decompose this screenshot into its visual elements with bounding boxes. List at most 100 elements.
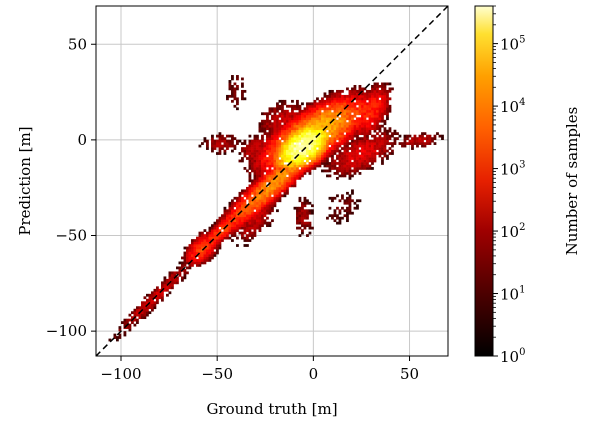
- heatmap-cell: [291, 162, 294, 165]
- colorbar-tick-label: 101: [500, 285, 525, 304]
- heatmap-cell: [218, 137, 222, 140]
- heatmap-cell: [338, 199, 342, 203]
- heatmap-cell: [173, 281, 177, 285]
- heatmap-cell: [311, 211, 314, 215]
- heatmap-cell: [348, 194, 352, 198]
- heatmap-cell: [308, 107, 312, 111]
- heatmap-cell: [133, 313, 137, 317]
- heatmap-cell: [378, 142, 382, 145]
- heatmap-cell: [266, 162, 269, 165]
- heatmap-cell: [258, 206, 262, 210]
- heatmap-cell: [261, 211, 264, 215]
- heatmap-cell: [308, 231, 312, 235]
- heatmap-cell: [318, 124, 322, 128]
- heatmap-cell: [368, 99, 372, 103]
- heatmap-cell: [161, 298, 164, 302]
- heatmap-cell: [386, 142, 389, 145]
- heatmap-cell: [373, 94, 377, 98]
- heatmap-cell: [278, 172, 282, 175]
- heatmap-cell: [408, 134, 412, 138]
- heatmap-cell: [281, 162, 284, 165]
- heatmap-cell: [271, 107, 274, 111]
- heatmap-cell: [366, 109, 369, 113]
- heatmap-cell: [261, 134, 264, 138]
- heatmap-cell: [338, 134, 342, 138]
- heatmap-cell: [193, 251, 197, 255]
- heatmap-cell: [233, 234, 237, 237]
- heatmap-cell: [381, 157, 384, 160]
- heatmap-cell: [348, 154, 352, 158]
- heatmap-cell: [246, 214, 249, 218]
- heatmap-cell: [126, 321, 129, 324]
- heatmap-cell: [316, 142, 319, 145]
- heatmap-cell: [358, 104, 362, 108]
- heatmap-cell: [368, 127, 372, 131]
- heatmap-cell: [358, 127, 362, 131]
- heatmap-cell: [311, 154, 314, 158]
- heatmap-cell: [353, 102, 357, 106]
- heatmap-cell: [293, 112, 297, 116]
- heatmap-cell: [381, 112, 384, 116]
- heatmap-cell: [333, 102, 337, 106]
- heatmap-cell: [156, 291, 159, 295]
- heatmap-cell: [146, 301, 149, 305]
- heatmap-cell: [331, 159, 334, 163]
- heatmap-cell: [356, 204, 359, 208]
- heatmap-cell: [258, 181, 262, 185]
- heatmap-cell: [336, 122, 339, 126]
- heatmap-cell: [266, 189, 269, 193]
- heatmap-cell: [391, 87, 394, 91]
- heatmap-cell: [211, 254, 214, 257]
- heatmap-cell: [266, 147, 269, 150]
- heatmap-cell: [246, 211, 249, 215]
- heatmap-cell: [256, 194, 259, 198]
- heatmap-cell: [363, 114, 367, 118]
- heatmap-cell: [173, 278, 177, 282]
- heatmap-cell: [248, 147, 252, 150]
- heatmap-cell: [198, 254, 202, 257]
- heatmap-cell: [261, 152, 264, 155]
- heatmap-cell: [338, 164, 342, 168]
- heatmap-cell: [333, 97, 337, 101]
- heatmap-cell: [311, 112, 314, 116]
- heatmap-cell: [303, 132, 307, 136]
- heatmap-cell: [236, 142, 239, 145]
- heatmap-cell: [253, 144, 257, 148]
- heatmap-cell: [356, 112, 359, 116]
- heatmap-cell: [303, 224, 307, 228]
- heatmap-cell: [346, 122, 349, 126]
- heatmap-cell: [346, 164, 349, 168]
- heatmap-cell: [368, 149, 372, 153]
- heatmap-cell: [256, 174, 259, 178]
- heatmap-cell: [253, 142, 257, 145]
- heatmap-cell: [288, 129, 292, 133]
- heatmap-cell: [261, 224, 264, 228]
- heatmap-cell: [263, 119, 267, 123]
- heatmap-cell: [231, 94, 234, 98]
- heatmap-cell: [393, 129, 397, 133]
- heatmap-cell: [361, 117, 364, 121]
- heatmap-cell: [308, 144, 312, 148]
- heatmap-cell: [236, 236, 239, 240]
- heatmap-cell: [201, 256, 204, 260]
- heatmap-cell: [296, 112, 299, 116]
- heatmap-cell: [278, 129, 282, 133]
- heatmap-cell: [256, 169, 259, 173]
- heatmap-cell: [278, 162, 282, 165]
- heatmap-cell: [336, 162, 339, 165]
- heatmap-cell: [348, 199, 352, 203]
- heatmap-cell: [216, 249, 219, 252]
- heatmap-cell: [321, 104, 324, 108]
- heatmap-cell: [251, 184, 254, 188]
- heatmap-cell: [343, 199, 347, 203]
- heatmap-cell: [268, 142, 272, 145]
- heatmap-cell: [258, 176, 262, 180]
- heatmap-cell: [356, 89, 359, 93]
- heatmap-cell: [266, 169, 269, 173]
- heatmap-cell: [341, 134, 344, 138]
- heatmap-cell: [278, 169, 282, 173]
- heatmap-cell: [346, 137, 349, 140]
- heatmap-cell: [348, 167, 352, 170]
- heatmap-cell: [258, 127, 262, 131]
- heatmap-cell: [328, 132, 332, 136]
